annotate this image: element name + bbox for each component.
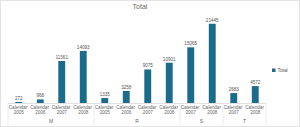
tick-label: Calendar 2007 <box>181 105 201 115</box>
group-label: T <box>243 118 246 124</box>
bar <box>80 51 87 103</box>
data-label: 14093 <box>77 45 90 50</box>
data-label: 3258 <box>121 85 132 90</box>
data-label: 10901 <box>163 57 176 62</box>
legend-marker <box>272 69 276 73</box>
tick-label: Calendar 2006 <box>30 105 50 115</box>
legend-label: Total <box>278 68 288 73</box>
tick-label: Calendar 2005 <box>9 105 29 115</box>
group-separator <box>180 103 181 125</box>
chart: Total 272 968 11361 14093 1335 3258 9075 10901 15… <box>0 0 300 127</box>
group-separator <box>266 103 267 125</box>
axis-line <box>8 103 266 104</box>
data-label: 968 <box>36 93 44 98</box>
bar <box>37 99 44 103</box>
bar <box>101 98 108 103</box>
tick-label: Calendar 2007 <box>52 105 72 115</box>
tick-label: Calendar 2008 <box>73 105 93 115</box>
tick-label: Calendar 2008 <box>202 105 222 115</box>
group-separator <box>223 103 224 125</box>
data-label: 9075 <box>143 63 154 68</box>
tick-label: Calendar 2008 <box>245 105 265 115</box>
data-label: 1335 <box>100 92 111 97</box>
group-label: R <box>135 118 139 124</box>
bar <box>123 91 130 103</box>
data-label: 15065 <box>184 41 197 46</box>
tick-label: Calendar 2007 <box>138 105 158 115</box>
group-label: S <box>200 118 204 124</box>
tick-label: Calendar 2005 <box>95 105 115 115</box>
tick-label: Calendar 2008 <box>159 105 179 115</box>
data-label: 2683 <box>229 87 240 92</box>
frame <box>1 1 300 127</box>
group-separator <box>8 103 9 125</box>
bar <box>15 102 22 103</box>
data-label: 4572 <box>250 80 261 85</box>
bar <box>166 63 173 103</box>
tick-label: Calendar 2006 <box>116 105 136 115</box>
bar <box>58 61 65 103</box>
data-label: 272 <box>15 96 23 101</box>
bar <box>144 69 151 103</box>
bar <box>187 47 194 103</box>
bar <box>209 24 216 103</box>
group-label: M <box>49 118 53 124</box>
bar <box>230 93 237 103</box>
bar <box>252 86 259 103</box>
group-separator <box>94 103 95 125</box>
tick-label: Calendar 2007 <box>224 105 244 115</box>
bars <box>15 24 258 103</box>
data-label: 21445 <box>206 18 219 23</box>
data-label: 11361 <box>56 55 69 60</box>
title: Total <box>133 3 148 10</box>
